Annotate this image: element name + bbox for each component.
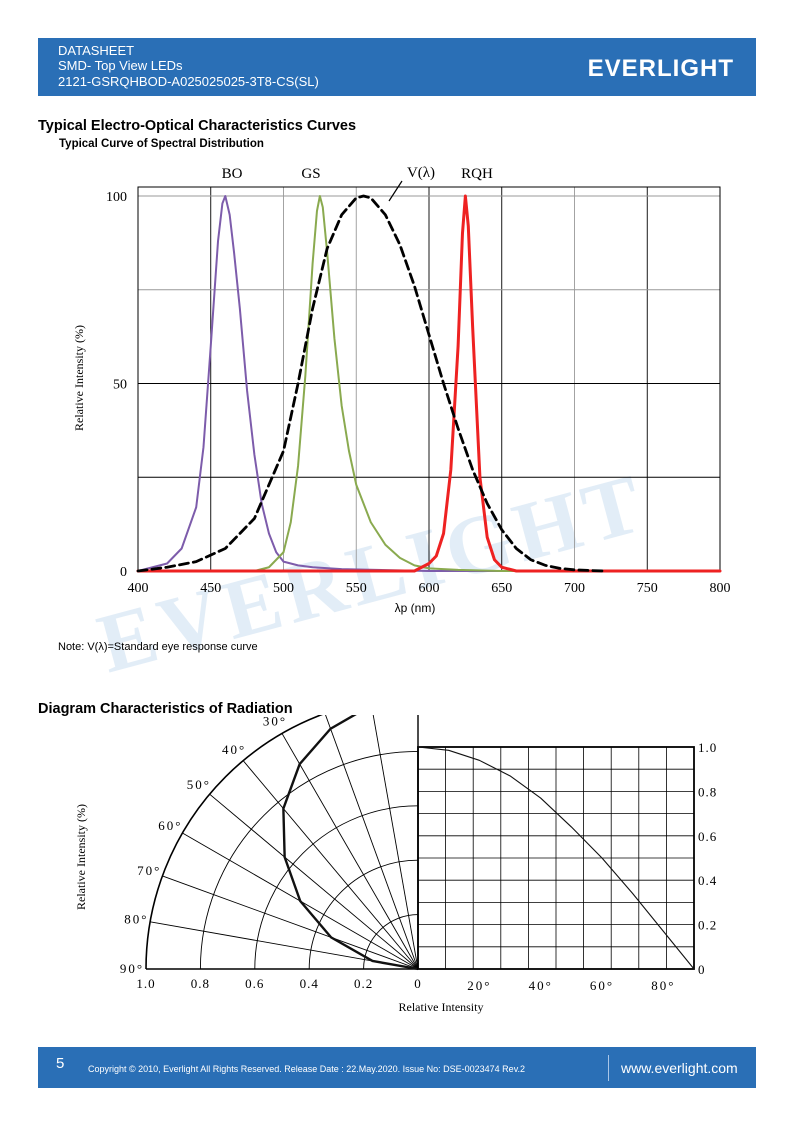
polar-angle-label: 80° [124,911,148,926]
radiation-x-label: Relative Intensity [399,1000,484,1014]
page-footer: 5 Copyright © 2010, Everlight All Rights… [38,1047,756,1088]
y-tick-label: 50 [113,378,127,393]
x-tick-label: 500 [273,581,294,596]
polar-spoke [209,793,419,970]
cart-x-tick-label: 80° [651,978,675,993]
series-label: V(λ) [407,165,435,181]
spectral-chart: EVERLIGHT 400 450 500 550 600 650 700 750 800 0 5… [72,165,731,691]
spectral-y-ticks: 0 50 100 [106,190,127,580]
polar-ring [199,750,419,970]
cart-frame [417,746,695,970]
cart-x-tick-label: 20° [467,978,491,993]
spectral-x-ticks: 400 450 500 550 600 650 700 750 800 [128,581,731,596]
header-product-line: SMD- Top View LEDs [58,58,183,73]
polar-radial-label: 0.8 [191,976,210,991]
polar-angle-label: 60° [158,818,182,833]
cart-y-tick-label: 0.2 [698,918,717,933]
polar-spoke [242,760,419,970]
x-tick-label: 600 [419,581,440,596]
polar-curve [282,715,419,971]
x-tick-label: 650 [491,581,512,596]
header-part-number: 2121-GSRQHBOD-A025025025-3T8-CS(SL) [58,74,319,89]
cart-x-tick-label: 60° [590,978,614,993]
cart-y-tick-label: 0.8 [698,784,717,799]
polar-angle-label: 40° [222,742,246,757]
watermark-text: EVERLIGHT [89,456,657,691]
x-tick-label: 750 [637,581,658,596]
polar-ring [254,805,419,970]
polar-angle-label: 50° [187,777,211,792]
x-tick-label: 400 [128,581,149,596]
series-line-gs [137,195,721,572]
y-tick-label: 0 [120,565,127,580]
page-number: 5 [56,1055,65,1072]
v-lambda-note: Note: V(λ)=Standard eye response curve [58,641,258,653]
polar-spoke [325,715,419,970]
cart-curve [417,746,695,970]
footer-divider [608,1055,609,1081]
cart-y-tick-label: 0.6 [698,829,717,844]
polar-radial-label: 1.0 [136,976,155,991]
cart-y-tick-label: 1.0 [698,740,717,755]
copyright-text: Copyright © 2010, Everlight All Rights R… [88,1064,526,1074]
radiation-title: Diagram Characteristics of Radiation [38,701,293,717]
polar-radial-label: 0.4 [300,976,319,991]
polar-spoke [281,733,419,970]
cart-x-tick-label: 40° [529,978,553,993]
spectral-y-label: Relative Intensity (%) [72,325,86,431]
spectral-series [136,194,722,573]
series-line-bo [137,195,721,572]
cart-y-tick-label: 0 [698,962,706,977]
spectral-series-labels: BO GS RQH V(λ) [222,165,493,182]
series-label: RQH [461,166,493,182]
electro-optical-title: Typical Electro-Optical Characteristics … [38,118,357,134]
polar-angle-label: 70° [137,863,161,878]
series-line-rqh [136,194,722,573]
radiation-cartesian-grid [417,746,695,970]
x-tick-label: 700 [564,581,585,596]
series-label: GS [301,166,320,182]
header-doc-type: DATASHEET [58,43,135,58]
polar-ring [308,859,419,970]
polar-radial-label: 0 [414,976,422,991]
y-tick-label: 100 [106,190,127,205]
polar-spoke [372,715,419,970]
everlight-logo: EVERLIGHT [587,55,734,82]
v-lambda-pointer [388,180,403,202]
polar-angle-label: 90° [120,961,144,976]
polar-radial-label: 0.2 [354,976,373,991]
polar-ring [145,715,324,970]
series-label: BO [222,166,243,182]
x-tick-label: 450 [200,581,221,596]
series-line-v [136,194,605,573]
radiation-polar-grid [145,715,419,971]
radiation-labels: 0°10°20°30°40°50°60°70°80°90°1.00.80.60.… [120,715,717,993]
x-tick-label: 550 [346,581,367,596]
spectral-subtitle: Typical Curve of Spectral Distribution [59,138,264,150]
radiation-y-label: Relative Intensity (%) [74,804,88,910]
polar-ring [363,914,419,970]
website-link[interactable]: www.everlight.com [621,1060,738,1076]
polar-radial-label: 0.6 [245,976,264,991]
cart-y-tick-label: 0.4 [698,873,717,888]
spectral-x-label: λp (nm) [395,601,436,615]
page-header: DATASHEET SMD- Top View LEDs 2121-GSRQHB… [38,38,756,96]
polar-angle-label: 30° [263,715,287,728]
polar-spoke [162,875,419,970]
x-tick-label: 800 [710,581,731,596]
radiation-chart: 0°10°20°30°40°50°60°70°80°90°1.00.80.60.… [74,715,717,1014]
